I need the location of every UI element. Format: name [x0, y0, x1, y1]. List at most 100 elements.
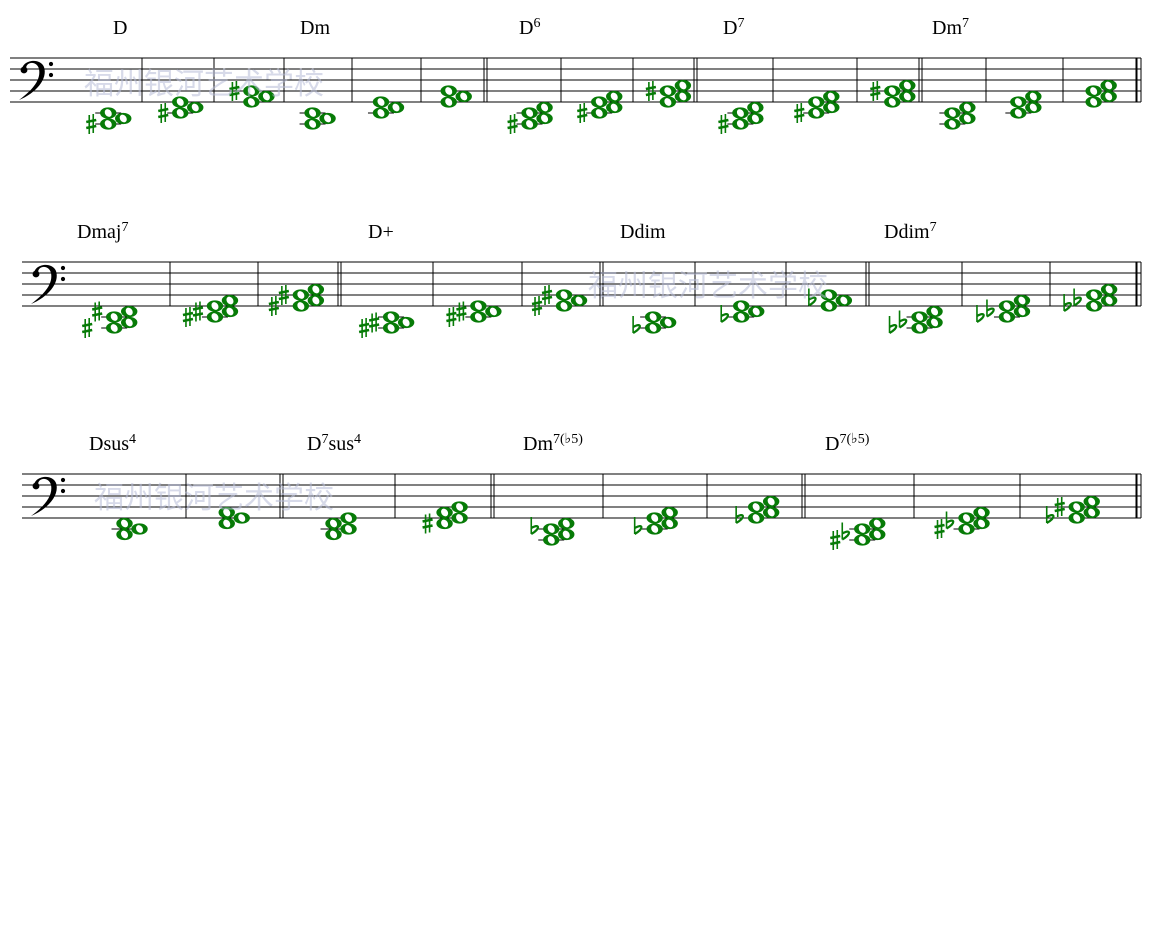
chord-voicing: [157, 96, 204, 123]
chord-voicing: [939, 101, 976, 130]
chord-voicing: [446, 300, 502, 327]
chord-symbol: Ddim7: [884, 220, 937, 243]
bass-clef-dot: [60, 477, 66, 483]
sharp-icon: [358, 318, 370, 338]
chord-voicing: [632, 311, 677, 334]
watermark-text: 福州银河艺术学校: [84, 67, 324, 102]
chord-voicing: [633, 506, 678, 535]
chord-voicing: [976, 294, 1031, 323]
sharp-icon: [157, 103, 169, 123]
flat-icon: [720, 305, 730, 323]
sharp-icon: [531, 296, 543, 316]
chord-voicing: [735, 495, 780, 524]
sharp-icon: [81, 318, 93, 338]
bass-clef-dot: [60, 488, 66, 494]
chord-voicing: [218, 506, 250, 530]
chord-voicing: [720, 300, 765, 323]
sharp-icon: [278, 285, 290, 305]
chord-voicing: [1005, 90, 1042, 119]
sharp-icon: [541, 285, 553, 305]
sharp-icon: [934, 519, 945, 539]
flat-icon: [735, 506, 745, 524]
bass-clef-icon-head: [20, 66, 28, 74]
flat-icon: [976, 305, 985, 323]
chord-voicing: [1063, 283, 1118, 312]
staff-system: Dmaj7 D+ Ddim Ddim7: [22, 220, 1142, 338]
flat-icon: [808, 288, 817, 307]
chord-voicing: [268, 283, 325, 316]
chord-voicing: [182, 294, 239, 327]
flat-icon: [1063, 294, 1072, 312]
chord-voicing: [934, 506, 990, 539]
chord-voicing: [1045, 495, 1100, 524]
chord-symbol: D6: [519, 16, 540, 39]
sharp-icon: [718, 114, 729, 134]
sharp-icon: [794, 103, 805, 123]
chord-symbol: Ddim: [620, 221, 666, 243]
sharp-icon: [85, 114, 97, 134]
staff-system: D Dm D6 D7 Dm7: [10, 16, 1142, 134]
bass-clef-icon: [31, 476, 57, 516]
chord-voicing: [576, 90, 623, 123]
sharp-icon: [645, 81, 657, 101]
chord-voicing: [1085, 79, 1117, 108]
flat-icon: [841, 522, 851, 541]
bass-clef-icon: [19, 60, 45, 100]
flat-icon: [898, 310, 908, 329]
chord-voicing: [81, 301, 138, 338]
chord-voicing: [85, 107, 132, 134]
bass-clef-dot: [60, 276, 66, 282]
flat-icon: [1073, 288, 1082, 307]
flat-icon: [632, 316, 641, 334]
chord-symbol: D7(♭5): [825, 432, 870, 455]
sharp-icon: [507, 114, 518, 134]
flat-icon: [633, 517, 643, 535]
bass-clef-dot: [60, 265, 66, 271]
chord-voicing: [808, 288, 853, 312]
flat-icon: [530, 517, 540, 535]
chord-voicing: [830, 517, 886, 550]
bass-clef-icon-head: [32, 482, 40, 490]
chord-voicing: [440, 85, 472, 108]
chord-voicing: [367, 96, 405, 119]
chord-symbol: Dmaj7: [77, 220, 128, 243]
chord-symbol: Dm: [300, 17, 330, 39]
sharp-icon: [182, 307, 194, 327]
sharp-icon: [192, 301, 204, 322]
chord-voicing: [358, 311, 415, 338]
chord-symbol: D+: [368, 221, 394, 243]
bass-clef-dot: [48, 61, 54, 67]
chord-symbol: Dm7: [932, 16, 969, 39]
sharp-icon: [870, 81, 881, 101]
chord-symbol: Dsus4: [89, 432, 136, 455]
bass-clef-icon-head: [32, 270, 40, 278]
watermark-text: 福州银河艺术学校: [588, 269, 828, 304]
sharp-icon: [91, 301, 103, 322]
bass-clef-icon: [31, 264, 57, 304]
chord-voicing: [531, 285, 588, 316]
chord-symbol: D7: [723, 16, 744, 39]
sharp-icon: [576, 103, 588, 123]
watermark-text: 福州银河艺术学校: [94, 481, 334, 516]
chord-voicing: [530, 517, 575, 546]
bass-clef-dot: [48, 72, 54, 78]
flat-icon: [986, 299, 995, 318]
chord-voicing: [299, 107, 336, 130]
sharp-icon: [830, 530, 841, 550]
chord-symbol: D: [113, 17, 127, 39]
sharp-icon: [1054, 497, 1065, 517]
chord-voicing: [888, 305, 943, 334]
flat-icon: [945, 511, 955, 530]
chord-voicing: [507, 101, 553, 134]
chord-voicing: [645, 79, 692, 108]
flat-icon: [1045, 506, 1055, 524]
chord-voicing: [422, 501, 468, 534]
chord-symbol: Dm7(♭5): [523, 432, 583, 455]
chord-voicing: [794, 90, 840, 123]
sharp-icon: [456, 301, 467, 322]
chord-voicing: [870, 79, 916, 108]
chord-voicing: [229, 81, 275, 108]
flat-icon: [888, 316, 898, 334]
staff-system: Dsus4 D7sus4 Dm7(♭5) D7(♭5): [22, 432, 1142, 550]
